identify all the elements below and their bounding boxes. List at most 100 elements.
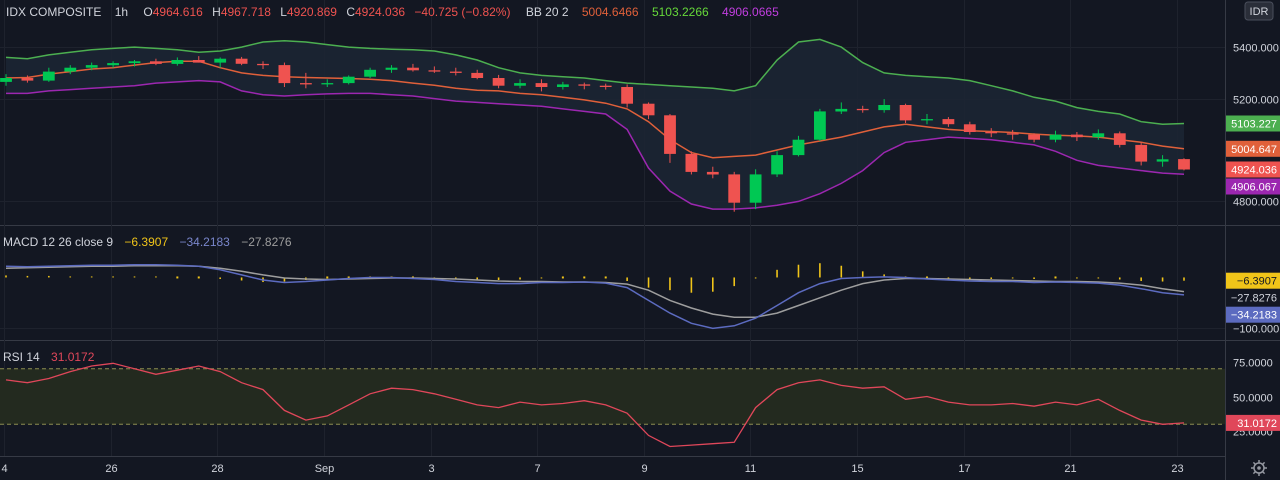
axis-price-tag-text: −6.3907 (1237, 276, 1277, 288)
candle-body (85, 65, 98, 68)
candle-body (578, 84, 591, 86)
macd-histogram-bar (925, 276, 928, 279)
candle-body (471, 72, 484, 78)
price-tick-label: 4800.000 (1233, 197, 1279, 209)
x-tick-label: 3 (428, 463, 434, 475)
candle-body (235, 58, 248, 64)
axis-price-tag: −34.2183 (1226, 306, 1280, 323)
rsi-layer (0, 362, 1225, 448)
candle-body (814, 111, 826, 140)
candle-body (642, 103, 655, 116)
axis-price-tag-text: 4906.067 (1231, 182, 1277, 194)
legend-rsi: RSI 14 31.0172 (3, 350, 95, 364)
legend-macd: MACD 12 26 close 9 −6.3907 −34.2183 −27.… (3, 235, 292, 249)
rsi-value: 31.0172 (51, 350, 95, 364)
candle-body (107, 63, 119, 66)
candle-body (621, 87, 633, 104)
axis-price-tag-text: 31.0172 (1237, 418, 1277, 430)
candle-body (792, 139, 805, 156)
axis-price-tag-text: −27.8276 (1231, 293, 1277, 305)
axis-price-tag-text: 5103.227 (1231, 119, 1277, 131)
legend-main: IDX COMPOSITE 1h O4964.616 H4967.718 L49… (6, 5, 779, 19)
axis-price-tag: 31.0172 (1226, 414, 1280, 431)
macd-line-value: −34.2183 (179, 235, 230, 249)
axis-price-tag: 4924.036 (1226, 161, 1280, 178)
macd-layer (5, 263, 1185, 330)
axis-price-tag-text: 5004.647 (1231, 144, 1277, 156)
candle-body (1135, 144, 1148, 162)
candle-body (514, 83, 526, 86)
close-value: 4924.036 (355, 5, 405, 19)
bb-mid-value: 5004.6466 (582, 5, 639, 19)
macd-histogram-bar (347, 276, 350, 279)
candle-body (771, 155, 783, 175)
x-tick-label: 15 (851, 463, 863, 475)
candle-body (749, 174, 762, 203)
bb-label[interactable]: BB 20 2 (526, 5, 569, 19)
candle-body (492, 78, 505, 86)
interval-label[interactable]: 1h (115, 5, 128, 19)
candle-body (664, 115, 676, 154)
candle-body (1006, 133, 1019, 135)
candle-body (557, 84, 569, 87)
candle-body (300, 83, 312, 85)
candle-body (42, 71, 55, 81)
candle-body (685, 153, 698, 172)
rsi-tick-label: 75.0000 (1233, 358, 1273, 370)
price-tick-label: 5400.000 (1233, 43, 1279, 55)
axis-price-tag-bg (1226, 306, 1280, 323)
candle-body (128, 61, 141, 64)
axis-price-tag: 5103.227 (1226, 115, 1280, 132)
candle-body (342, 76, 355, 84)
macd-histogram-bar (561, 276, 564, 279)
candle-body (1092, 133, 1105, 138)
candles-layer (0, 56, 1190, 212)
x-tick-label: 7 (534, 463, 540, 475)
macd-histogram-bar (604, 276, 607, 279)
candle-body (835, 108, 848, 112)
x-tick-label: 17 (958, 463, 970, 475)
candle-body (364, 69, 376, 77)
candle-body (599, 85, 612, 87)
candle-body (449, 71, 462, 73)
currency-badge[interactable]: IDR (1244, 1, 1274, 21)
low-value: 4920.869 (287, 5, 337, 19)
candle-body (1049, 134, 1062, 140)
low-label: L (280, 5, 287, 19)
macd-histogram-bar (583, 276, 586, 279)
candle-body (407, 67, 419, 71)
rsi-tick-label: 50.0000 (1233, 393, 1273, 405)
close-label: C (346, 5, 355, 19)
candle-body (0, 78, 12, 82)
candle-body (921, 119, 933, 121)
candle-body (706, 171, 719, 175)
x-tick-label: Sep (315, 463, 335, 475)
axis-price-tag: 4906.067 (1226, 178, 1280, 195)
axis-price-tag-bg (1226, 161, 1280, 178)
candle-body (64, 67, 77, 72)
candle-body (321, 83, 334, 85)
candle-body (428, 70, 441, 72)
macd-hist-value: −6.3907 (124, 235, 168, 249)
macd-tick-label: −100.000 (1233, 324, 1279, 336)
candle-body (535, 83, 548, 87)
x-tick-label: 23 (1171, 463, 1183, 475)
open-value: 4964.616 (153, 5, 203, 19)
candle-body (1178, 159, 1190, 170)
candle-body (171, 60, 184, 64)
axis-price-tag: −6.3907 (1226, 272, 1280, 289)
axis-price-tag-bg (1226, 414, 1280, 431)
candle-body (192, 60, 205, 63)
candle-body (963, 124, 976, 132)
x-tick-label: 26 (105, 463, 117, 475)
candle-body (278, 65, 291, 84)
x-tick-label: 28 (211, 463, 223, 475)
rsi-band (0, 368, 1225, 425)
gear-icon[interactable] (1251, 460, 1267, 476)
price-tick-label: 5200.000 (1233, 95, 1279, 107)
macd-histogram-bar (197, 276, 200, 279)
macd-label[interactable]: MACD 12 26 close 9 (3, 235, 113, 249)
rsi-label[interactable]: RSI 14 (3, 350, 40, 364)
